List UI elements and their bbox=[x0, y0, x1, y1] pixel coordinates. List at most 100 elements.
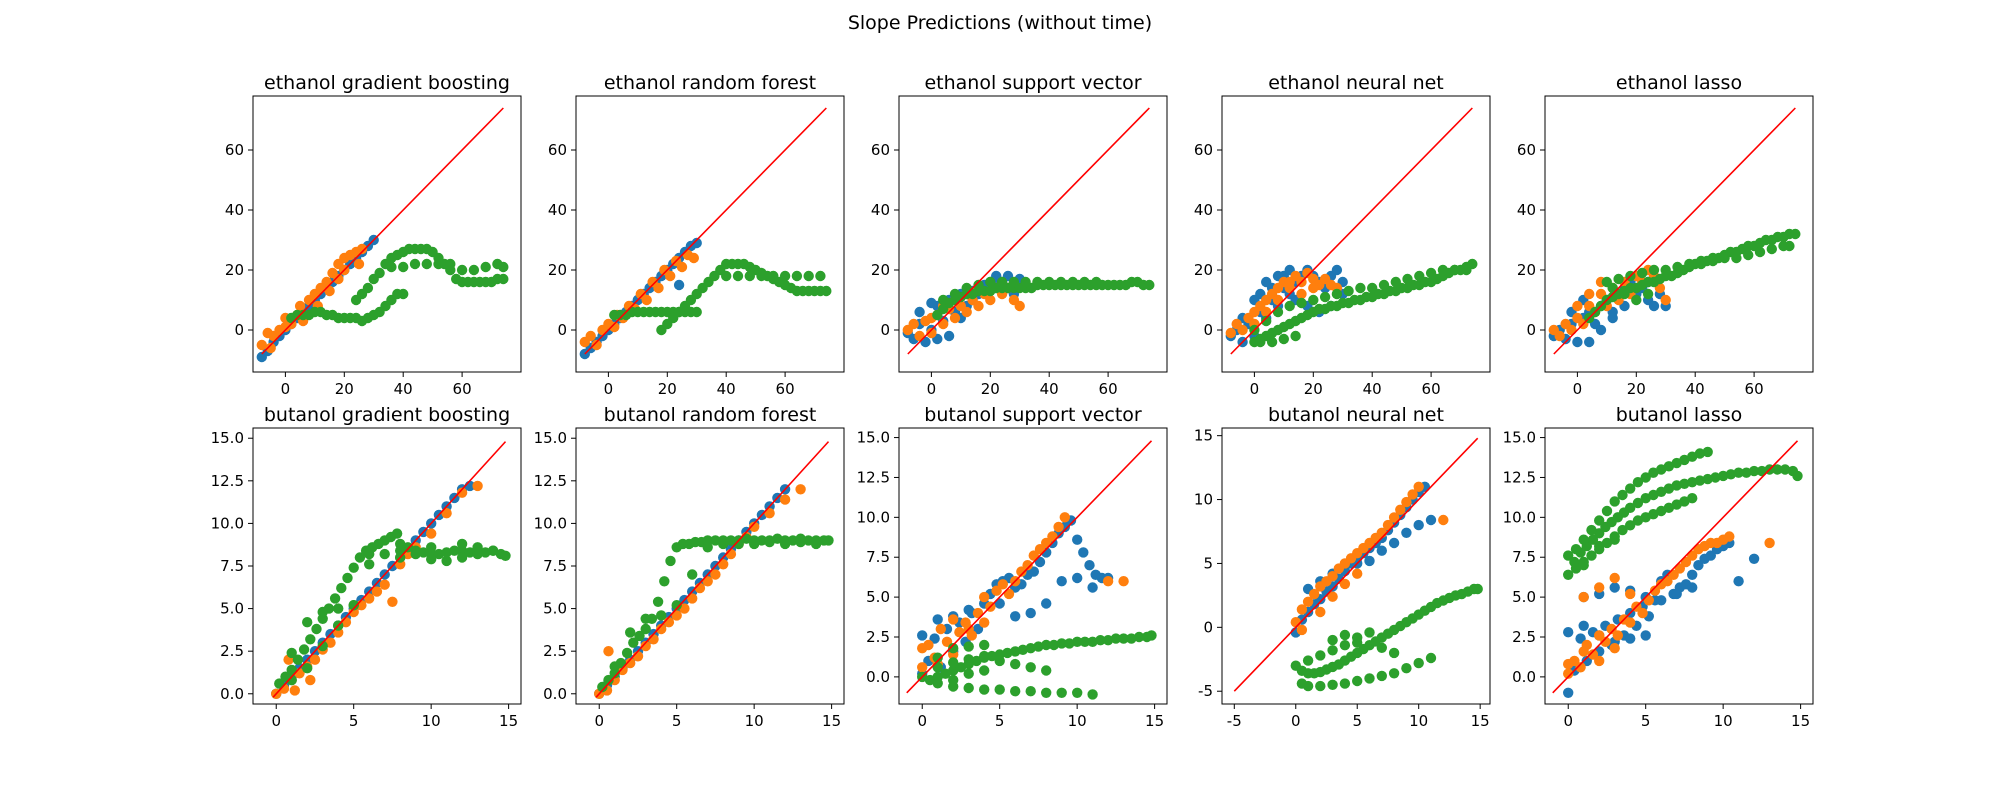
data-point bbox=[1679, 478, 1690, 489]
y-tick-label: 40 bbox=[871, 201, 890, 219]
identity-line bbox=[584, 107, 827, 355]
panel-title: butanol neural net bbox=[1268, 404, 1444, 426]
data-point bbox=[688, 252, 699, 264]
x-tick-label: 60 bbox=[1745, 380, 1764, 398]
series-orange bbox=[1563, 531, 1775, 679]
data-point bbox=[603, 674, 614, 686]
x-tick-label: 20 bbox=[658, 380, 677, 398]
data-point bbox=[1376, 670, 1388, 682]
data-point bbox=[1296, 297, 1307, 309]
plot-area bbox=[271, 441, 511, 699]
data-point bbox=[1625, 520, 1636, 531]
data-point bbox=[1056, 687, 1067, 698]
data-point bbox=[1594, 630, 1605, 641]
data-point bbox=[426, 554, 437, 565]
data-point bbox=[348, 562, 359, 573]
data-point bbox=[441, 555, 452, 567]
y-tick-label: 10.0 bbox=[211, 514, 244, 532]
data-point bbox=[1625, 502, 1636, 513]
data-point bbox=[1578, 646, 1589, 657]
data-point bbox=[398, 288, 409, 300]
data-point bbox=[1779, 464, 1791, 475]
data-point bbox=[1266, 336, 1278, 348]
data-point bbox=[1766, 243, 1778, 255]
data-point bbox=[973, 300, 984, 312]
series-orange bbox=[1290, 481, 1449, 636]
data-point bbox=[1764, 537, 1775, 549]
data-point bbox=[1072, 636, 1083, 647]
data-point bbox=[1237, 324, 1248, 336]
data-point bbox=[1594, 540, 1605, 552]
data-point bbox=[961, 306, 972, 318]
x-tick-label: 0 bbox=[604, 380, 614, 398]
data-point bbox=[1594, 515, 1605, 526]
panel-title: butanol gradient boosting bbox=[264, 404, 510, 426]
x-tick-label: 40 bbox=[717, 380, 736, 398]
data-point bbox=[1327, 634, 1338, 646]
x-tick-label: 60 bbox=[776, 380, 795, 398]
data-point bbox=[1261, 294, 1272, 306]
data-point bbox=[325, 637, 336, 648]
y-tick-label: 12.5 bbox=[1503, 468, 1536, 486]
x-tick-label: 20 bbox=[335, 380, 354, 398]
data-point bbox=[1261, 276, 1272, 288]
data-point bbox=[1563, 569, 1574, 580]
axes-frame bbox=[575, 95, 845, 373]
data-point bbox=[1352, 632, 1363, 643]
data-point bbox=[991, 585, 1002, 596]
data-point bbox=[585, 330, 596, 342]
plot-area bbox=[579, 107, 832, 360]
data-point bbox=[948, 643, 959, 654]
y-tick-label: 2.5 bbox=[220, 642, 244, 660]
y-tick-label: 5 bbox=[1203, 554, 1213, 572]
data-point bbox=[932, 678, 943, 689]
data-point bbox=[1327, 679, 1338, 690]
data-point bbox=[1570, 544, 1582, 555]
plot-area bbox=[1548, 107, 1801, 355]
data-point bbox=[1731, 252, 1742, 264]
data-point bbox=[702, 576, 713, 587]
data-point bbox=[1055, 276, 1067, 288]
data-point bbox=[810, 538, 822, 550]
data-point bbox=[1255, 336, 1266, 348]
data-point bbox=[1302, 596, 1314, 607]
data-point bbox=[640, 623, 651, 635]
data-point bbox=[591, 339, 602, 351]
data-point bbox=[1640, 630, 1651, 641]
data-point bbox=[1472, 583, 1483, 595]
x-tick-label: 10 bbox=[745, 712, 764, 730]
data-point bbox=[779, 270, 791, 282]
data-point bbox=[1364, 627, 1375, 638]
plot-area bbox=[1225, 107, 1478, 355]
data-point bbox=[1010, 611, 1021, 622]
data-point bbox=[1784, 240, 1795, 252]
data-point bbox=[449, 545, 460, 556]
y-tick-label: 0 bbox=[1526, 321, 1536, 339]
y-tick-label: 20 bbox=[871, 261, 890, 279]
data-point bbox=[1710, 472, 1721, 483]
data-point bbox=[398, 261, 409, 273]
y-tick-label: 2.5 bbox=[866, 628, 890, 646]
axes-frame bbox=[898, 427, 1168, 705]
panel-ethanol-neural-net: ethanol neural net 0 20 40 60 0 20 40 60 bbox=[1194, 72, 1491, 398]
panel-title: ethanol support vector bbox=[924, 72, 1141, 94]
data-point bbox=[625, 657, 636, 669]
identity-line bbox=[1233, 437, 1479, 692]
data-point bbox=[949, 288, 961, 300]
data-point bbox=[1033, 641, 1044, 652]
x-tick-label: 20 bbox=[1304, 380, 1323, 398]
y-tick-label: -5 bbox=[1198, 682, 1213, 700]
data-point bbox=[1388, 668, 1400, 679]
series-green bbox=[1290, 583, 1483, 692]
data-point bbox=[387, 596, 398, 607]
data-point bbox=[274, 678, 285, 689]
data-point bbox=[1702, 446, 1713, 458]
data-point bbox=[821, 285, 832, 297]
series-green bbox=[597, 533, 834, 693]
data-point bbox=[1072, 534, 1083, 545]
data-point bbox=[1388, 647, 1400, 659]
data-point bbox=[321, 276, 332, 288]
data-point bbox=[1302, 680, 1314, 692]
data-point bbox=[294, 300, 306, 312]
data-point bbox=[1059, 512, 1071, 523]
